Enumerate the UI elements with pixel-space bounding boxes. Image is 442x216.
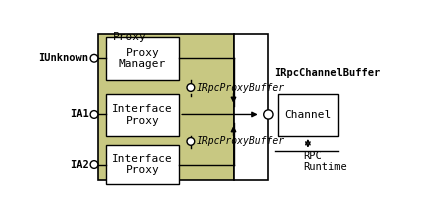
Ellipse shape <box>264 110 273 119</box>
Text: Proxy
Manager: Proxy Manager <box>119 48 166 70</box>
Ellipse shape <box>187 138 195 145</box>
Text: IRpcProxyBuffer: IRpcProxyBuffer <box>196 83 284 92</box>
Text: IA2: IA2 <box>70 160 88 170</box>
Ellipse shape <box>187 84 195 91</box>
Text: Interface
Proxy: Interface Proxy <box>112 154 173 175</box>
Ellipse shape <box>90 161 98 168</box>
Bar <box>106 94 179 136</box>
Ellipse shape <box>90 54 98 62</box>
Ellipse shape <box>90 111 98 118</box>
Bar <box>233 34 268 180</box>
Bar <box>106 145 179 184</box>
Text: IRpcProxyBuffer: IRpcProxyBuffer <box>196 137 284 146</box>
Bar <box>278 94 338 136</box>
Text: Proxy: Proxy <box>114 32 147 42</box>
Bar <box>98 34 233 180</box>
Text: Channel: Channel <box>284 110 332 120</box>
Text: IA1: IA1 <box>70 110 88 119</box>
Text: IRpcChannelBuffer: IRpcChannelBuffer <box>274 68 381 78</box>
Text: Interface
Proxy: Interface Proxy <box>112 104 173 126</box>
Text: IUnknown: IUnknown <box>38 53 88 63</box>
Text: RPC
Runtime: RPC Runtime <box>303 151 347 172</box>
Bar <box>106 37 179 80</box>
